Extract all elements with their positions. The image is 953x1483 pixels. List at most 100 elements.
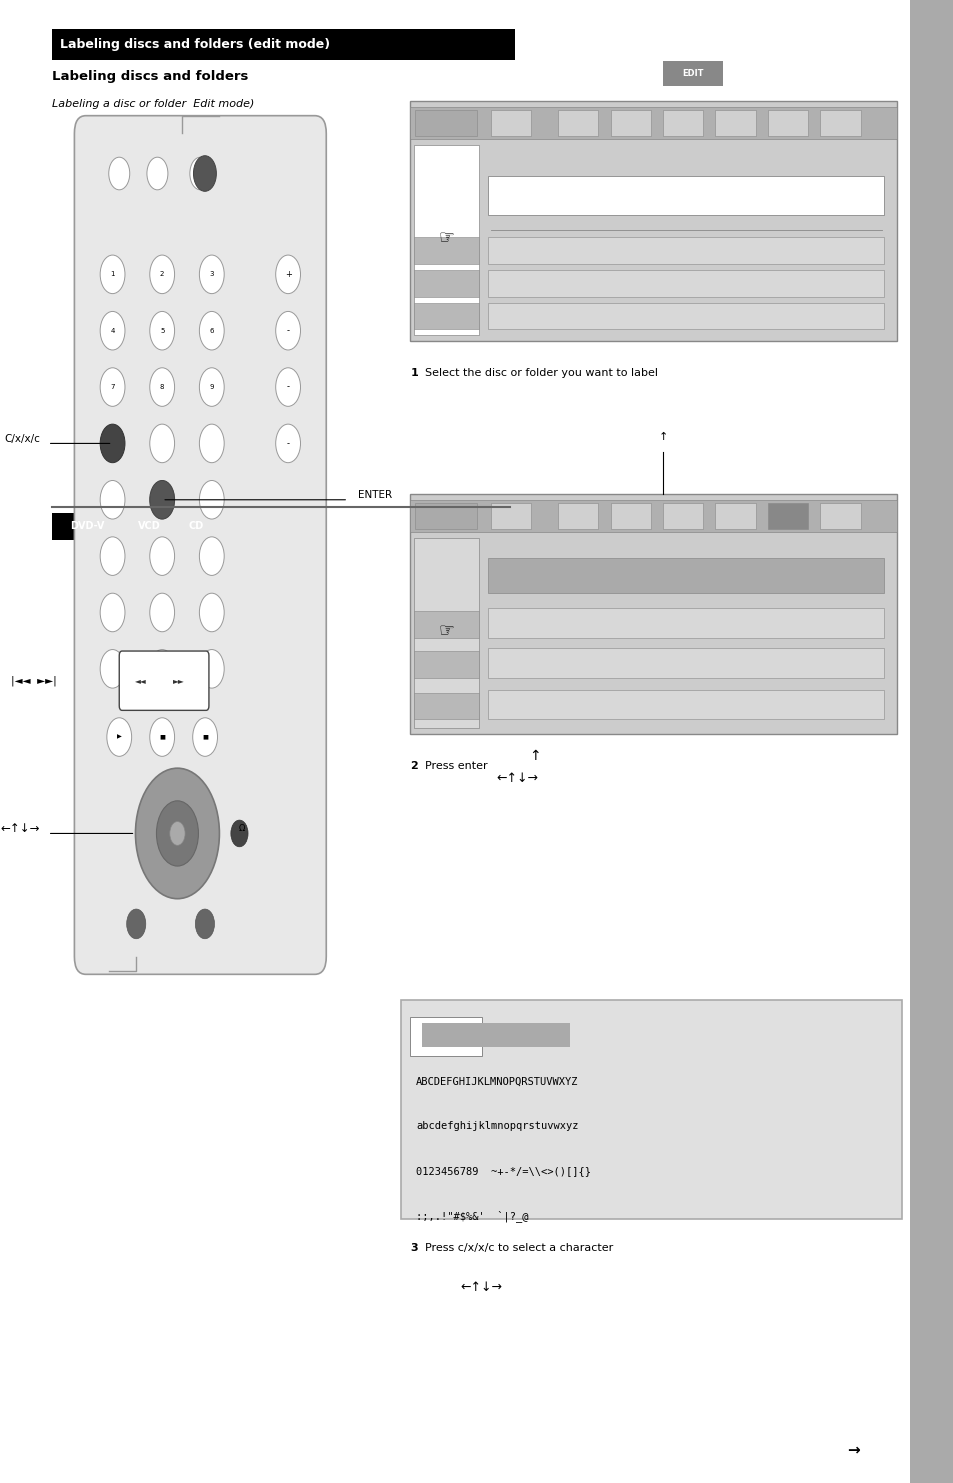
Circle shape — [199, 424, 224, 463]
Text: ►►: ►► — [173, 676, 185, 685]
Text: 0123456789  ~+-*/=\\<>()[]{}: 0123456789 ~+-*/=\\<>()[]{} — [416, 1166, 590, 1176]
Text: C/x/x/c: C/x/x/c — [4, 435, 40, 443]
Text: Labeling a disc or folder  Edit mode): Labeling a disc or folder Edit mode) — [52, 99, 254, 110]
Bar — [909, 0, 953, 1483]
Text: 3: 3 — [410, 1243, 417, 1253]
Text: ←↑↓→: ←↑↓→ — [460, 1281, 502, 1295]
Circle shape — [199, 593, 224, 632]
Bar — [414, 651, 478, 678]
Bar — [52, 513, 121, 540]
Text: VCD: VCD — [138, 522, 161, 531]
Text: +: + — [284, 270, 292, 279]
Bar — [410, 101, 896, 341]
Circle shape — [150, 718, 174, 756]
Circle shape — [147, 157, 168, 190]
Text: ABCDEFGHIJKLMNOPQRSTUVWXYZ: ABCDEFGHIJKLMNOPQRSTUVWXYZ — [416, 1077, 578, 1087]
Circle shape — [170, 822, 185, 845]
Text: EDIT: EDIT — [681, 68, 703, 79]
Circle shape — [150, 650, 174, 688]
Text: ☞: ☞ — [438, 621, 454, 639]
Text: CD: CD — [189, 522, 204, 531]
Bar — [414, 611, 478, 638]
Circle shape — [100, 311, 125, 350]
Text: ■: ■ — [159, 734, 165, 740]
Text: 2: 2 — [160, 271, 164, 277]
Text: ◄◄: ◄◄ — [135, 676, 147, 685]
Text: 1: 1 — [111, 271, 114, 277]
Text: ←↑↓→: ←↑↓→ — [496, 773, 537, 785]
Text: ←↑↓→: ←↑↓→ — [1, 823, 40, 835]
Text: -: - — [286, 326, 290, 335]
Text: Labeling discs and folders: Labeling discs and folders — [52, 70, 249, 83]
Circle shape — [275, 311, 300, 350]
Bar — [410, 1017, 481, 1056]
Text: |◄◄  ►►|: |◄◄ ►►| — [10, 675, 56, 687]
Bar — [414, 237, 478, 264]
Bar — [558, 110, 598, 136]
Circle shape — [100, 593, 125, 632]
FancyBboxPatch shape — [74, 116, 326, 974]
Bar — [410, 500, 896, 532]
Bar — [488, 237, 883, 264]
Bar — [715, 110, 755, 136]
Bar — [820, 503, 860, 529]
Circle shape — [199, 480, 224, 519]
Bar — [767, 110, 807, 136]
Circle shape — [150, 593, 174, 632]
Bar — [610, 503, 650, 529]
Text: Press enter: Press enter — [424, 761, 487, 771]
Bar — [400, 1000, 901, 1219]
Circle shape — [150, 311, 174, 350]
Bar — [610, 110, 650, 136]
Circle shape — [109, 157, 130, 190]
Bar — [662, 61, 722, 86]
Bar — [491, 503, 531, 529]
Circle shape — [190, 157, 211, 190]
Circle shape — [127, 909, 146, 939]
Text: :;,.!"#$%&'  `|?_@: :;,.!"#$%&' `|?_@ — [416, 1210, 528, 1222]
Bar — [488, 608, 883, 638]
Circle shape — [150, 480, 174, 519]
Circle shape — [193, 718, 217, 756]
Text: Labeling discs and folders (edit mode): Labeling discs and folders (edit mode) — [60, 37, 330, 50]
Bar — [488, 690, 883, 719]
Text: ☞: ☞ — [438, 228, 454, 246]
Text: 4: 4 — [111, 328, 114, 334]
Bar — [52, 28, 515, 59]
Bar — [488, 303, 883, 329]
Circle shape — [199, 368, 224, 406]
Text: -: - — [286, 383, 290, 392]
Circle shape — [199, 255, 224, 294]
Bar — [715, 503, 755, 529]
Bar — [491, 110, 531, 136]
Text: →: → — [846, 1443, 860, 1458]
Circle shape — [107, 718, 132, 756]
Text: -: - — [286, 439, 290, 448]
Bar — [488, 648, 883, 678]
Bar — [410, 494, 896, 734]
Bar — [414, 693, 478, 719]
Text: 1: 1 — [410, 368, 417, 378]
Text: 7: 7 — [111, 384, 114, 390]
Circle shape — [100, 368, 125, 406]
Circle shape — [100, 255, 125, 294]
Text: ■: ■ — [202, 734, 208, 740]
FancyBboxPatch shape — [119, 651, 209, 710]
Circle shape — [199, 650, 224, 688]
Circle shape — [100, 537, 125, 575]
Text: Press c/x/x/c to select a character: Press c/x/x/c to select a character — [424, 1243, 612, 1253]
Bar — [488, 176, 883, 215]
Bar — [414, 270, 478, 297]
Bar — [421, 1023, 569, 1047]
Bar — [415, 110, 476, 136]
Bar — [178, 513, 214, 540]
Circle shape — [100, 650, 125, 688]
Circle shape — [150, 255, 174, 294]
Circle shape — [275, 424, 300, 463]
Bar — [558, 503, 598, 529]
Text: 9: 9 — [210, 384, 213, 390]
Bar — [126, 513, 173, 540]
Text: 2: 2 — [410, 761, 417, 771]
Circle shape — [199, 311, 224, 350]
Text: 6: 6 — [210, 328, 213, 334]
